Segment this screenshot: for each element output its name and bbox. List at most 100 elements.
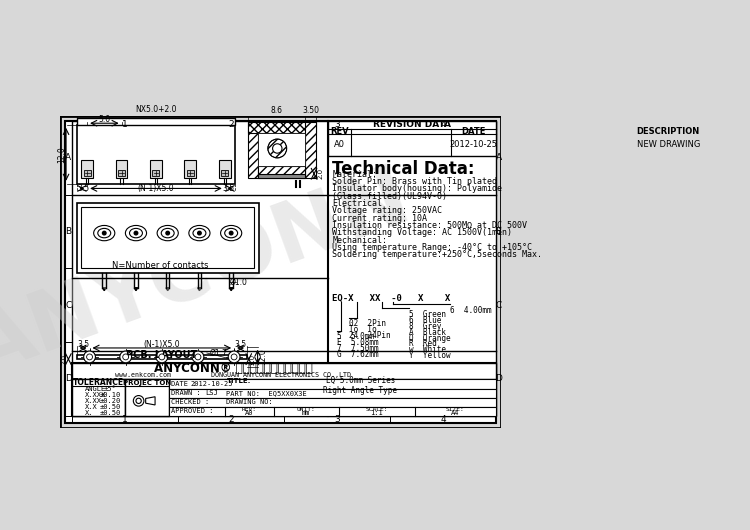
- Bar: [118, 170, 125, 176]
- Text: O  Orange: O Orange: [409, 333, 450, 342]
- Text: 12.0: 12.0: [57, 146, 66, 163]
- Bar: [169, 407, 497, 416]
- Bar: [76, 355, 247, 359]
- Bar: [72, 363, 497, 416]
- Text: X.: X.: [85, 410, 93, 416]
- Text: Solder Pin: Brass with Tin plated: Solder Pin: Brass with Tin plated: [332, 177, 497, 186]
- Ellipse shape: [161, 228, 174, 238]
- Circle shape: [103, 231, 106, 235]
- Text: A0: A0: [245, 410, 254, 416]
- Text: D: D: [65, 375, 72, 384]
- Bar: [257, 166, 305, 178]
- Text: 8.6: 8.6: [271, 107, 283, 116]
- Text: 7  7.50mm: 7 7.50mm: [337, 344, 379, 353]
- Text: PROJEC TON: PROJEC TON: [123, 380, 171, 386]
- Circle shape: [84, 351, 95, 363]
- Ellipse shape: [189, 225, 210, 241]
- Ellipse shape: [220, 225, 242, 241]
- Text: REV:: REV:: [242, 407, 256, 412]
- Circle shape: [268, 139, 286, 158]
- Polygon shape: [103, 288, 106, 290]
- Ellipse shape: [130, 228, 142, 238]
- Text: Soldering temperature:+250°C,5seconds Max.: Soldering temperature:+250°C,5seconds Ma…: [332, 250, 542, 259]
- Text: 5  5.0mm: 5 5.0mm: [337, 332, 374, 341]
- Text: B: B: [65, 227, 71, 236]
- Text: ±0.50: ±0.50: [100, 404, 121, 410]
- Text: C: C: [65, 301, 71, 310]
- Circle shape: [198, 231, 201, 235]
- Circle shape: [136, 398, 141, 403]
- Text: 6  4.00mm: 6 4.00mm: [450, 306, 491, 315]
- Text: EQ 5.0mm Series
Right Angle Type: EQ 5.0mm Series Right Angle Type: [323, 376, 398, 395]
- Text: 5.0: 5.0: [98, 115, 110, 124]
- Text: Mechanical:: Mechanical:: [332, 236, 387, 245]
- Ellipse shape: [125, 225, 146, 241]
- Text: A4: A4: [452, 410, 460, 416]
- Text: LSJ: LSJ: [206, 390, 218, 396]
- Circle shape: [86, 354, 92, 360]
- Bar: [248, 122, 257, 178]
- Circle shape: [156, 351, 168, 363]
- Text: DATE: DATE: [461, 127, 485, 136]
- Text: Technical Data:: Technical Data:: [332, 160, 475, 178]
- Text: 2: 2: [228, 415, 234, 424]
- Text: 3.5: 3.5: [77, 184, 90, 193]
- Ellipse shape: [193, 228, 206, 238]
- Text: www.enkcom.com          DONGUAN ANYCONN ELECTRONICS CO.,LTD: www.enkcom.com DONGUAN ANYCONN ELECTRONI…: [116, 372, 351, 378]
- Text: ANGLE: ANGLE: [85, 386, 106, 392]
- Text: 1:1: 1:1: [370, 410, 383, 416]
- Text: E  5.08mm: E 5.08mm: [337, 338, 379, 347]
- Text: TITLE:: TITLE:: [226, 378, 251, 384]
- Text: REV: REV: [330, 127, 349, 136]
- Bar: [219, 160, 230, 178]
- Bar: [184, 160, 196, 178]
- Circle shape: [192, 351, 204, 363]
- Circle shape: [231, 354, 237, 360]
- Bar: [72, 379, 124, 416]
- Bar: [221, 170, 228, 176]
- Text: REVISION DATA: REVISION DATA: [373, 120, 451, 129]
- Text: DRAWN :: DRAWN :: [171, 390, 200, 396]
- Ellipse shape: [98, 228, 111, 238]
- Text: 24  24Pin: 24 24Pin: [349, 331, 390, 340]
- Text: SIZE:: SIZE:: [446, 407, 465, 412]
- Text: DESCRIPTION: DESCRIPTION: [637, 127, 700, 136]
- Text: PCB. LAYOUT: PCB. LAYOUT: [126, 350, 197, 360]
- Bar: [76, 202, 259, 273]
- Text: (N-1)X5.0: (N-1)X5.0: [138, 184, 174, 193]
- Bar: [328, 121, 496, 156]
- Text: NEW DRAWING: NEW DRAWING: [637, 140, 700, 149]
- Circle shape: [166, 231, 170, 235]
- Bar: [187, 170, 194, 176]
- Text: N=Number of contacts: N=Number of contacts: [112, 261, 209, 270]
- Bar: [169, 388, 497, 398]
- Circle shape: [134, 231, 138, 235]
- Text: 2.0: 2.0: [62, 354, 68, 365]
- Bar: [150, 160, 162, 178]
- Text: 3: 3: [334, 415, 340, 424]
- Text: ±0.50: ±0.50: [100, 410, 121, 416]
- Text: 1: 1: [122, 120, 128, 129]
- Polygon shape: [198, 288, 201, 290]
- Bar: [257, 174, 305, 178]
- Text: 5  Green: 5 Green: [409, 310, 446, 319]
- Text: PART NO:  EQ5XX0X3E: PART NO: EQ5XX0X3E: [226, 390, 308, 396]
- Text: 3.5: 3.5: [77, 340, 90, 349]
- Text: Insulation resistance: 500MΩ at DC 500V: Insulation resistance: 500MΩ at DC 500V: [332, 221, 527, 230]
- Circle shape: [230, 231, 233, 235]
- Text: Using temperature Range: -40°C to +105°C: Using temperature Range: -40°C to +105°C: [332, 243, 532, 252]
- Bar: [81, 160, 93, 178]
- Text: 2012-10-25: 2012-10-25: [449, 140, 497, 149]
- Text: Electrical: Electrical: [332, 199, 382, 208]
- Text: 3.5: 3.5: [222, 184, 234, 193]
- Bar: [84, 170, 91, 176]
- Bar: [72, 363, 497, 379]
- Text: Withstanding Voltage: AC 1500V(1min): Withstanding Voltage: AC 1500V(1min): [332, 228, 512, 237]
- Text: A: A: [65, 153, 71, 162]
- Text: ±5°: ±5°: [104, 386, 116, 392]
- Text: NX5.0+2.0: NX5.0+2.0: [135, 104, 177, 113]
- Text: 3.5: 3.5: [234, 340, 246, 349]
- Text: A  Black: A Black: [409, 328, 446, 337]
- Text: C: C: [496, 301, 502, 310]
- Text: ±0.10: ±0.10: [100, 392, 121, 398]
